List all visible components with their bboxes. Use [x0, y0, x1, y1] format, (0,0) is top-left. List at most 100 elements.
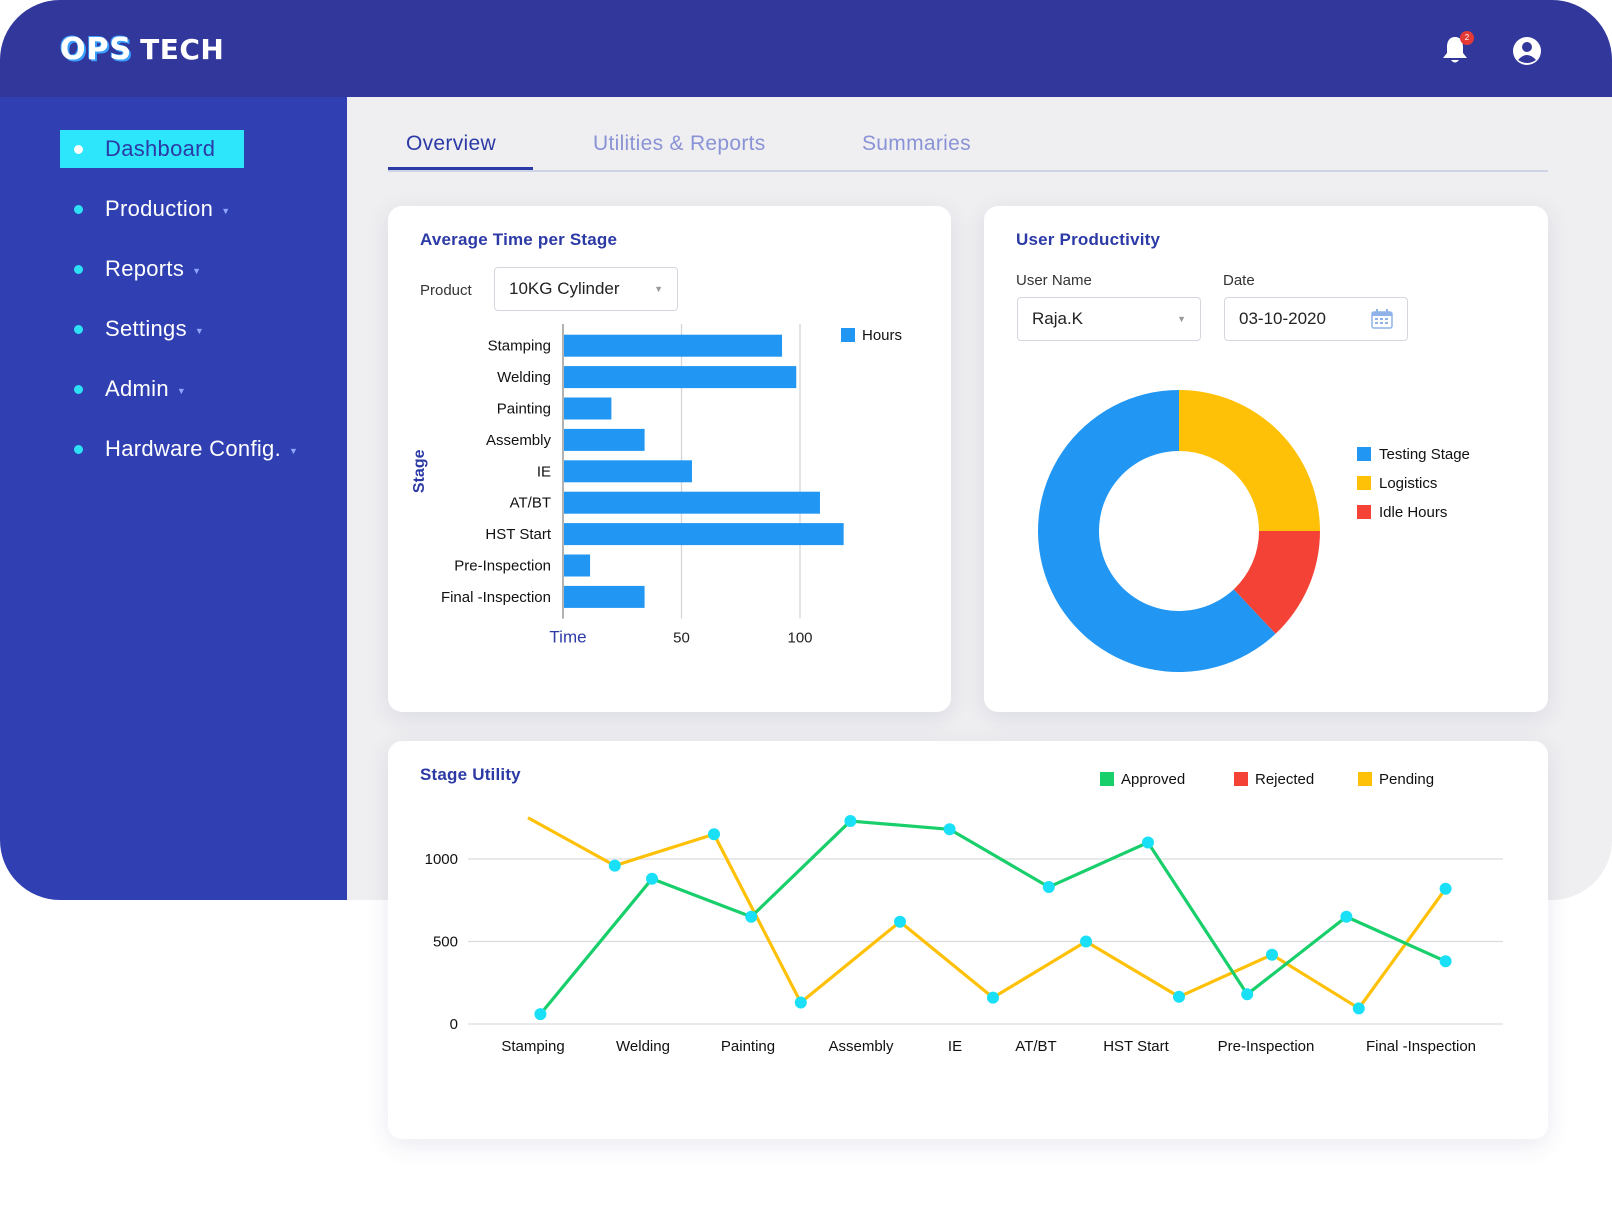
y-tick-label: HST Start [485, 526, 551, 543]
chevron-down-icon: ▼ [1177, 314, 1186, 324]
y-tick-label: Pre-Inspection [454, 558, 551, 575]
sidebar-item-label: Hardware Config. [105, 436, 281, 461]
bullet-icon [74, 144, 83, 154]
caret-down-icon: ▼ [289, 446, 299, 456]
x-tick-label: Final -Inspection [1366, 1038, 1476, 1055]
bar [564, 585, 645, 608]
user-name-label: User Name [1016, 272, 1092, 289]
data-point [844, 815, 857, 828]
stage-utility-card: Stage Utility 0 500 1000 Stamping Welding Pai… [388, 741, 1548, 1139]
sidebar-item-label: Reports [105, 256, 185, 281]
card-title: Stage Utility [420, 765, 521, 784]
bar [564, 397, 612, 420]
sidebar: Dashboard Production ▼ Reports ▼ Setting… [0, 97, 347, 900]
x-axis-title: Time [549, 628, 586, 647]
data-point [1241, 988, 1254, 1001]
legend-label: Testing Stage [1379, 446, 1470, 463]
notification-badge: 2 [1460, 31, 1474, 45]
legend-label: Rejected [1255, 771, 1314, 788]
legend-swatch [1357, 476, 1371, 490]
user-name-value: Raja.K [1032, 309, 1084, 328]
logo-ops-text: OPS [60, 31, 133, 67]
y-tick-label: AT/BT [510, 495, 551, 512]
data-point [1266, 948, 1278, 961]
active-tab-indicator [388, 167, 533, 170]
x-tick-label: Stamping [501, 1038, 564, 1055]
series-line [527, 816, 1447, 1010]
data-point [608, 859, 621, 872]
user-icon [1513, 37, 1541, 65]
data-point [745, 910, 758, 923]
caret-down-icon: ▼ [194, 326, 205, 336]
bar [564, 366, 797, 389]
bullet-icon [74, 444, 83, 454]
date-label: Date [1223, 272, 1255, 289]
product-select-value: 10KG Cylinder [509, 279, 620, 298]
caret-down-icon: ▼ [176, 386, 187, 396]
y-tick-label: Stamping [488, 338, 551, 355]
legend-label: Approved [1121, 771, 1185, 788]
sidebar-item-reports[interactable]: Reports ▼ [60, 250, 201, 288]
data-point [1439, 882, 1452, 895]
notification-button[interactable]: 2 [1440, 31, 1474, 66]
sidebar-item-admin[interactable]: Admin ▼ [60, 370, 186, 408]
top-bar: OPS TECH 2 [0, 0, 1612, 97]
y-tick-label: 1000 [425, 851, 458, 868]
legend-swatch [1358, 772, 1372, 786]
y-tick-label: Painting [497, 401, 551, 418]
x-tick-label: HST Start [1103, 1038, 1169, 1055]
date-picker[interactable]: 03-10-2020 [1224, 297, 1408, 341]
sidebar-item-hardware-config[interactable]: Hardware Config. ▼ [60, 430, 298, 468]
y-tick-label: Welding [497, 369, 551, 386]
tab-summaries[interactable]: Summaries [862, 132, 971, 155]
sidebar-item-dashboard[interactable]: Dashboard [60, 130, 244, 168]
y-tick-label: 500 [433, 934, 458, 951]
legend-swatch [1100, 772, 1114, 786]
tab-utilities-reports[interactable]: Utilities & Reports [593, 132, 766, 155]
data-point [794, 996, 807, 1009]
data-point [1173, 990, 1185, 1003]
legend-label: Hours [862, 327, 902, 344]
y-axis-title: Stage [411, 449, 428, 493]
sidebar-item-label: Dashboard [105, 136, 216, 161]
data-point [646, 872, 658, 885]
ops-tech-logo[interactable]: OPS TECH [58, 28, 224, 70]
calendar-icon [1371, 309, 1393, 329]
sidebar-item-production[interactable]: Production ▼ [60, 190, 230, 228]
y-tick-label: Final -Inspection [441, 589, 551, 606]
data-point [534, 1008, 547, 1021]
legend-swatch [1357, 447, 1371, 461]
card-title: User Productivity [1016, 230, 1161, 249]
date-value: 03-10-2020 [1239, 309, 1326, 328]
product-select[interactable]: 10KG Cylinder ▼ [494, 267, 678, 311]
sidebar-item-settings[interactable]: Settings ▼ [60, 310, 204, 348]
data-point [1352, 1002, 1365, 1015]
user-account-button[interactable] [1512, 36, 1542, 66]
tab-overview[interactable]: Overview [406, 132, 496, 155]
x-tick-label: Painting [721, 1038, 775, 1055]
chevron-down-icon: ▼ [654, 284, 663, 294]
user-name-select[interactable]: Raja.K ▼ [1017, 297, 1201, 341]
bar [564, 523, 844, 546]
x-tick-label: Welding [616, 1038, 670, 1055]
legend-swatch [1234, 772, 1248, 786]
y-tick-label: IE [537, 463, 551, 480]
legend-label: Idle Hours [1379, 504, 1447, 521]
bullet-icon [74, 204, 83, 214]
bullet-icon [74, 264, 83, 274]
x-tick-label: Assembly [828, 1038, 894, 1055]
bar [564, 428, 645, 451]
caret-down-icon: ▼ [192, 266, 202, 276]
caret-down-icon: ▼ [221, 206, 231, 216]
donut-slice [1038, 390, 1276, 672]
y-tick-label: 0 [450, 1016, 458, 1033]
x-tick-label: 100 [787, 630, 812, 647]
donut-slice [1233, 531, 1320, 634]
data-point [894, 915, 906, 928]
bullet-icon [74, 324, 83, 334]
legend-label: Logistics [1379, 475, 1437, 492]
donut-slice [1179, 390, 1320, 531]
average-time-card: Average Time per Stage Product 10KG Cyli… [388, 206, 951, 712]
data-point [1080, 935, 1092, 948]
legend-label: Pending [1379, 771, 1434, 788]
